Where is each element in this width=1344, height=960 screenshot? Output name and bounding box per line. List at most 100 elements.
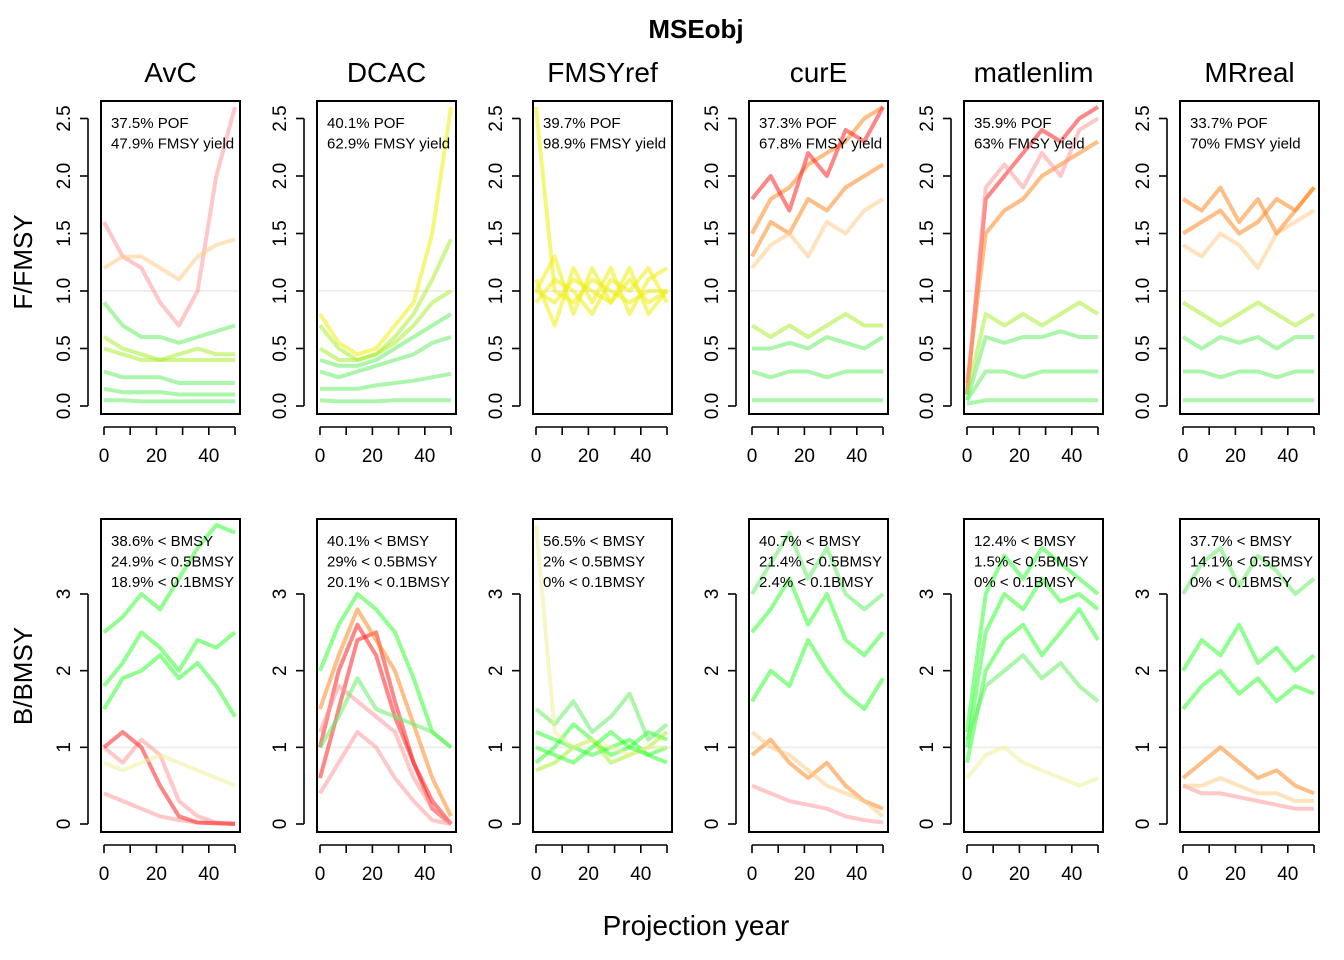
x-tick-label: 0 <box>1178 864 1189 885</box>
series-line-8 <box>104 398 235 404</box>
y-tick-label: 3 <box>270 589 291 600</box>
x-tick-label: 40 <box>1061 446 1082 467</box>
f-fmsy-plot: 37.5% POF 47.9% FMSY yield 0.0 0.5 1.0 1.5 2.0… <box>54 100 241 467</box>
x-tick-label: 20 <box>794 864 815 885</box>
series-line-6 <box>750 730 885 818</box>
b-bmsy-plot: 38.6% < BMSY 24.9% < 0.5BMSY 18.9% < 0.1BM… <box>54 518 241 885</box>
y-tick-label: 0 <box>702 819 723 830</box>
x-tick-label: 40 <box>198 864 219 885</box>
series-line-4 <box>965 300 1100 395</box>
plot-frame <box>1179 518 1320 833</box>
series-line-6 <box>318 592 453 749</box>
x-tick-label: 20 <box>362 446 383 467</box>
y-tick-label: 0.0 <box>54 393 75 419</box>
y-tick-label: 1 <box>917 742 938 753</box>
x-axis: 0 20 40 <box>99 426 236 467</box>
y-tick-label: 0 <box>1133 819 1154 830</box>
y-tick-label: 2 <box>270 665 291 676</box>
series-line-5 <box>319 335 452 380</box>
x-tick-label: 0 <box>962 446 973 467</box>
stat-annotation: 2.4% < 0.1BMSY <box>759 574 874 591</box>
panel-fmsyref: FMSYref 39.7% POF 98.9% FMSY yield 0.0 0.5 1.… <box>486 57 673 885</box>
x-tick-label: 0 <box>315 446 326 467</box>
y-tick-label: 1.5 <box>702 220 723 246</box>
x-tick-label: 40 <box>1277 446 1298 467</box>
series-line-5 <box>965 329 1098 401</box>
series-group <box>318 592 453 826</box>
y-axis: 0.0 0.5 1.0 1.5 2.0 2.5 <box>486 105 521 419</box>
series-line-5 <box>534 524 667 757</box>
series-line-4 <box>534 266 669 316</box>
series-line-2 <box>318 238 453 362</box>
x-axis: 0 20 40 <box>1178 844 1315 885</box>
y-axis: 0.0 0.5 1.0 1.5 2.0 2.5 <box>1133 105 1168 419</box>
series-line-3 <box>965 546 1100 733</box>
x-tick-label: 40 <box>1061 864 1082 885</box>
plot-frame <box>532 518 673 833</box>
series-group <box>102 523 237 826</box>
y-tick-label: 2.5 <box>1133 105 1154 131</box>
series-line-1 <box>1181 622 1316 673</box>
series-line-1 <box>965 576 1100 748</box>
series-line-7 <box>751 369 883 380</box>
stat-annotation: 12.4% < BMSY <box>974 533 1076 550</box>
x-tick-label: 20 <box>578 864 599 885</box>
stat-annotation: 21.4% < 0.5BMSY <box>759 554 882 571</box>
panel-grid: AvC 37.5% POF 47.9% FMSY yield 0.0 0.5 1.0 1.5… <box>54 57 1320 885</box>
plot-frame <box>963 100 1104 415</box>
series-line-2 <box>318 630 453 826</box>
stat-annotation: 29% < 0.5BMSY <box>327 554 437 571</box>
y-tick-label: 2 <box>54 665 75 676</box>
series-line-2 <box>965 607 1100 764</box>
series-line-1 <box>750 105 885 235</box>
plot-frame <box>748 100 889 415</box>
x-tick-label: 40 <box>414 446 435 467</box>
y-tick-label: 2.5 <box>486 105 507 131</box>
y-axis: 0.0 0.5 1.0 1.5 2.0 2.5 <box>917 105 952 419</box>
y-tick-label: 0.5 <box>702 335 723 361</box>
stat-annotation: 56.5% < BMSY <box>543 533 645 550</box>
y-tick-label: 0.0 <box>917 393 938 419</box>
series-line-4 <box>102 737 236 826</box>
series-line-2 <box>750 106 885 213</box>
plot-frame <box>100 100 241 415</box>
y-axis: 0 1 2 3 <box>54 589 89 829</box>
y-axis: 0 1 2 3 <box>270 589 305 830</box>
series-line-4 <box>319 312 453 368</box>
stat-annotation: 40.7% < BMSY <box>759 533 861 550</box>
y-tick-label: 2.0 <box>917 163 938 189</box>
series-line-3 <box>965 116 1100 395</box>
x-tick-label: 0 <box>99 446 110 467</box>
panel-cure: curE 37.3% POF 67.8% FMSY yield 0.0 0.5 1.0 1.… <box>702 57 889 885</box>
x-tick-label: 40 <box>198 446 219 467</box>
series-line-1 <box>102 630 237 688</box>
stat-annotation: 0% < 0.1BMSY <box>543 574 645 591</box>
y-tick-label: 0.0 <box>1133 393 1154 419</box>
y-axis: 0.0 0.5 1.0 1.5 2.0 2.5 <box>270 105 305 419</box>
y-tick-label: 0.5 <box>486 335 507 361</box>
series-group <box>750 105 885 403</box>
x-tick-label: 40 <box>846 864 867 885</box>
series-group <box>965 105 1100 406</box>
series-line-7 <box>319 398 451 404</box>
series-line-2 <box>1181 668 1315 711</box>
row-label-ffmsy: F/FMSY <box>8 214 38 309</box>
b-bmsy-plot: 12.4% < BMSY 1.5% < 0.5BMSY 0% < 0.1BMSY 0 1… <box>917 518 1104 885</box>
panel-mrreal: MRreal 33.7% POF 70% FMSY yield 0.0 0.5 1.0 1.… <box>1133 57 1320 885</box>
x-axis: 0 20 40 <box>1178 426 1315 467</box>
y-tick-label: 0 <box>270 819 291 830</box>
x-tick-label: 0 <box>531 864 542 885</box>
x-tick-label: 20 <box>146 864 167 885</box>
series-group <box>965 546 1100 788</box>
y-tick-label: 2.0 <box>1133 163 1154 189</box>
series-line-7 <box>103 753 236 788</box>
stat-annotation: 40.1% POF <box>327 115 405 132</box>
series-line-6 <box>102 730 236 826</box>
y-tick-label: 2.0 <box>486 163 507 189</box>
series-line-3 <box>102 523 236 634</box>
series-line-1 <box>318 106 453 357</box>
x-axis: 0 20 40 <box>531 426 668 467</box>
series-line-1 <box>965 105 1100 395</box>
series-line-5 <box>318 607 453 818</box>
